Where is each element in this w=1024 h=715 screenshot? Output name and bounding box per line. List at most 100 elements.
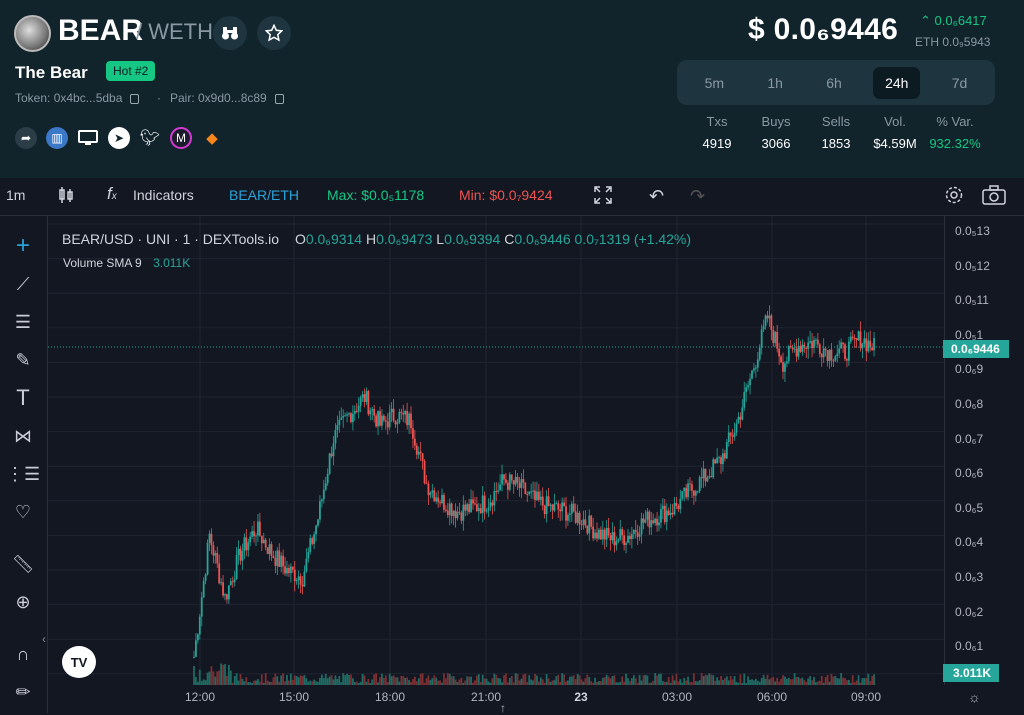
volume-bar <box>780 678 782 685</box>
candle-body <box>547 496 550 506</box>
candle-body <box>365 391 368 402</box>
copy-icon[interactable] <box>274 93 284 104</box>
volume-bar <box>293 675 296 685</box>
token-avatar <box>14 15 51 52</box>
volume-bar <box>805 681 808 685</box>
y-tick-label: 0.0₆4 <box>955 535 984 550</box>
favorite-button[interactable] <box>257 16 291 50</box>
candle-body <box>782 362 784 372</box>
candle-body <box>470 499 472 513</box>
volume-bar <box>834 676 837 685</box>
volume-bar <box>431 678 434 685</box>
volume-bar <box>435 677 438 685</box>
volume-bar <box>394 677 397 685</box>
telegram-icon[interactable]: ➤ <box>108 127 130 149</box>
collapse-arrow-icon[interactable]: ‹ <box>42 632 46 646</box>
candle-body <box>568 513 571 515</box>
lock-draw-icon[interactable]: ✏︎ <box>15 681 31 702</box>
fib-icon[interactable]: ☰ <box>14 311 32 332</box>
candle-type-icon[interactable] <box>58 186 74 207</box>
price-chart[interactable] <box>48 216 944 685</box>
candle-body <box>355 410 358 412</box>
zoom-in-icon[interactable]: ⊕ <box>15 591 31 612</box>
volume-bar <box>700 673 703 685</box>
explorer-icon[interactable]: ▥ <box>46 127 68 149</box>
candle-body <box>243 537 246 551</box>
volume-bar <box>501 682 503 685</box>
volume-bar <box>369 682 372 685</box>
tradingview-logo[interactable]: TV <box>62 646 96 678</box>
tab-1h[interactable]: 1h <box>767 74 783 91</box>
volume-bar <box>247 682 250 685</box>
candle-body <box>714 459 717 464</box>
volume-bar <box>222 664 224 685</box>
volume-bar <box>417 678 420 685</box>
trendline-icon[interactable]: ⟋ <box>16 273 30 294</box>
copy-icon[interactable] <box>130 93 140 104</box>
camera-icon[interactable] <box>982 185 1006 208</box>
tab-24h[interactable]: 24h <box>873 66 921 99</box>
token-address[interactable]: Token: 0x4bc...5dba <box>15 91 140 105</box>
volume-bar <box>466 676 469 685</box>
candle-body <box>487 507 490 511</box>
pair-toggle[interactable]: BEAR/ETH <box>229 187 300 203</box>
candle-body <box>431 490 434 493</box>
fx-icon[interactable]: fx <box>107 184 117 203</box>
volume-bar <box>801 677 804 685</box>
scroll-arrow-icon[interactable]: ↑ <box>500 701 506 715</box>
candle-body <box>722 453 724 465</box>
dex-icon[interactable]: M <box>170 127 192 149</box>
pair-address[interactable]: Pair: 0x9d0...8c89 <box>170 91 284 105</box>
candle-body <box>324 483 327 490</box>
website-icon[interactable] <box>77 127 99 149</box>
candle-body <box>716 457 719 464</box>
candle-body <box>406 411 409 426</box>
undo-icon[interactable]: ↶ <box>649 186 665 206</box>
volume-bar <box>873 674 875 685</box>
volume-bar <box>328 676 331 685</box>
candle-body <box>784 363 786 372</box>
tab-7d[interactable]: 7d <box>951 74 968 91</box>
axis-settings-icon[interactable]: ☼ <box>968 689 981 705</box>
volume-bar <box>539 677 542 685</box>
redo-icon[interactable]: ↷ <box>690 186 706 206</box>
volume-bar <box>863 678 866 685</box>
volume-bar <box>689 681 691 685</box>
volume-bar <box>483 678 486 685</box>
candle-body <box>505 479 507 483</box>
arrow-up-icon: ⌃ <box>920 13 931 28</box>
tab-6h[interactable]: 6h <box>826 74 842 91</box>
volume-bar <box>570 676 573 685</box>
candle-body <box>528 491 531 495</box>
candle-body <box>791 347 794 350</box>
magnet-icon[interactable]: ∩ <box>16 643 30 664</box>
ruler-icon[interactable]: 📏︎ <box>11 553 35 574</box>
pattern-icon[interactable]: ⋈ <box>14 425 32 446</box>
candle-body <box>379 411 381 426</box>
indicators-button[interactable]: Indicators <box>133 187 194 203</box>
chart-plot-area[interactable] <box>48 216 944 685</box>
binoculars-button[interactable] <box>213 16 247 50</box>
volume-bar <box>574 679 577 685</box>
volume-bar <box>816 681 819 685</box>
brush-icon[interactable]: ✎ <box>15 349 31 370</box>
share-icon[interactable]: ➦ <box>15 127 37 149</box>
volume-bar <box>536 675 538 685</box>
fullscreen-icon[interactable] <box>594 186 612 207</box>
y-tick-label: 0.0₆6 <box>955 466 984 481</box>
crosshair-icon[interactable]: + <box>15 232 30 259</box>
text-icon[interactable]: T <box>16 385 30 410</box>
tab-5m[interactable]: 5m <box>704 74 725 91</box>
candle-body <box>262 539 265 544</box>
twitter-icon[interactable]: 🐦︎ <box>139 130 161 147</box>
prediction-icon[interactable]: ⋮☰ <box>5 463 41 484</box>
candle-body <box>557 503 560 510</box>
timeframe-selector: 5m 1h 6h 24h 7d <box>677 60 995 105</box>
metamask-icon[interactable]: ◆ <box>206 130 218 147</box>
candle-body <box>284 566 286 574</box>
heart-icon[interactable]: ♡ <box>14 501 32 522</box>
interval-button[interactable]: 1m <box>6 187 26 203</box>
settings-icon[interactable] <box>944 185 964 208</box>
candle-body <box>816 339 819 345</box>
volume-bar <box>793 673 796 685</box>
